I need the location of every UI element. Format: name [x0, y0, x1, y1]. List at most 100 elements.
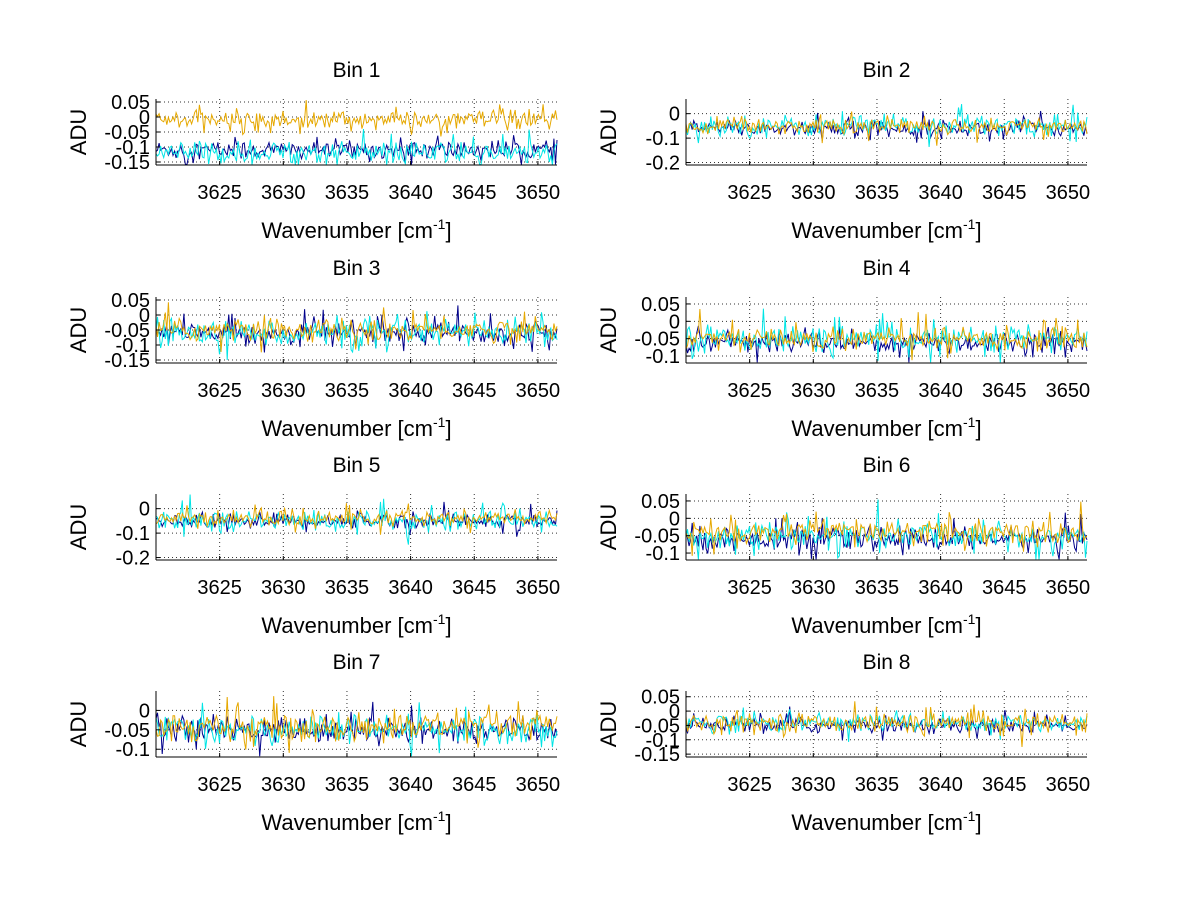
x-axis-label: Wavenumber [cm-1] — [791, 611, 981, 638]
series-line-3 — [685, 501, 1088, 556]
x-axis-label-sup: -1 — [963, 611, 976, 627]
x-tick-label: 3645 — [452, 182, 497, 204]
subplot-bin-2: 3625 3630 3635 3640 3645 3650 0-0.1 -0.2 Bin 2 Wa… — [596, 59, 1090, 243]
x-tick-label: 3630 — [261, 577, 306, 599]
x-tick-label: 3640 — [918, 577, 963, 599]
subplot-bin-7: 3625 3630 3635 3640 3645 3650 0-0.05-0.1 Bin 7 W… — [66, 651, 560, 835]
x-tick-label: 3650 — [1046, 577, 1091, 599]
subplot-bin-1: 3625 3630 3635 3640 3645 3650 0.050-0.05-0.1-0… — [66, 59, 560, 243]
x-tick-label: 3635 — [855, 774, 900, 796]
x-axis-label-close: ] — [445, 218, 451, 243]
x-axis-label-sup: -1 — [963, 808, 976, 824]
series-line-2 — [155, 702, 558, 757]
x-tick-label: 3640 — [388, 380, 433, 402]
y-tick-label: 0.05 — [641, 491, 680, 513]
x-axis-label: Wavenumber [cm-1] — [261, 611, 451, 638]
subplot-bin-8: 3625 3630 3635 3640 3645 3650 0.050-0.05-0.1-0… — [596, 651, 1090, 835]
x-tick-label: 3635 — [855, 577, 900, 599]
x-axis-label-close: ] — [445, 810, 451, 835]
x-axis-label: Wavenumber [cm-1] — [791, 414, 981, 441]
y-tick-label: -0.1 — [646, 730, 680, 752]
x-axis-label-main: Wavenumber [cm — [261, 810, 433, 835]
y-axis-label: ADU — [596, 701, 621, 747]
subplot-bin-6: 3625 3630 3635 3640 3645 3650 0.050-0.05-0.1 Bi… — [596, 454, 1090, 638]
y-tick-label: -0.1 — [646, 543, 680, 565]
subplot-title: Bin 1 — [333, 59, 381, 82]
y-tick-label: 0 — [669, 311, 680, 333]
x-tick-label: 3635 — [855, 182, 900, 204]
y-tick-label: 0.05 — [111, 290, 150, 312]
x-axis-label-close: ] — [975, 218, 981, 243]
x-tick-label: 3625 — [197, 577, 242, 599]
y-tick-label: -0.2 — [116, 548, 150, 570]
y-axis-label: ADU — [596, 307, 621, 353]
x-tick-label: 3650 — [516, 774, 561, 796]
x-tick-label: 3640 — [388, 182, 433, 204]
subplot-title: Bin 8 — [863, 651, 911, 674]
series-line-2 — [685, 308, 1088, 363]
x-tick-label: 3650 — [516, 182, 561, 204]
y-axis-label: ADU — [596, 504, 621, 550]
x-tick-label: 3635 — [855, 380, 900, 402]
x-tick-label: 3625 — [727, 182, 772, 204]
y-tick-label: -0.1 — [646, 128, 680, 150]
subplot-bin-3: 3625 3630 3635 3640 3645 3650 0.050-0.05-0.1-0… — [66, 257, 560, 441]
y-tick-label: -0.05 — [634, 715, 680, 737]
subplot-bin-4: 3625 3630 3635 3640 3645 3650 0.050-0.05-0.1 Bi… — [596, 257, 1090, 441]
x-tick-label: 3630 — [791, 380, 836, 402]
x-axis-label-sup: -1 — [433, 216, 446, 232]
x-axis-label: Wavenumber [cm-1] — [791, 216, 981, 243]
x-tick-label: 3635 — [325, 182, 370, 204]
x-tick-label: 3630 — [261, 380, 306, 402]
x-tick-label: 3630 — [791, 577, 836, 599]
y-tick-label: -0.1 — [116, 335, 150, 357]
x-tick-label: 3640 — [918, 774, 963, 796]
x-tick-label: 3630 — [791, 182, 836, 204]
x-axis-label-sup: -1 — [963, 414, 976, 430]
y-tick-label: 0 — [139, 107, 150, 129]
y-tick-label: 0 — [669, 104, 680, 126]
x-axis-label-main: Wavenumber [cm — [791, 218, 963, 243]
x-tick-label: 3650 — [1046, 380, 1091, 402]
x-tick-label: 3630 — [261, 774, 306, 796]
y-tick-label: 0.05 — [641, 687, 680, 709]
y-tick-label: -0.15 — [104, 152, 150, 174]
x-axis-label-close: ] — [445, 416, 451, 441]
y-tick-label: -0.05 — [634, 329, 680, 351]
series-line-3 — [685, 308, 1088, 361]
series-line-3 — [155, 100, 558, 137]
x-axis-label-close: ] — [975, 810, 981, 835]
series-line-2 — [685, 499, 1088, 560]
x-axis-label-close: ] — [975, 416, 981, 441]
x-axis-label-main: Wavenumber [cm — [791, 613, 963, 638]
series-line-3 — [155, 302, 558, 353]
series-line-3 — [155, 696, 558, 753]
x-axis-label-main: Wavenumber [cm — [261, 416, 433, 441]
series-line-3 — [685, 701, 1088, 748]
y-axis-label: ADU — [596, 109, 621, 155]
y-tick-label: -0.1 — [116, 523, 150, 545]
y-axis-label: ADU — [66, 504, 91, 550]
y-tick-label: -0.05 — [104, 720, 150, 742]
x-tick-label: 3625 — [197, 774, 242, 796]
y-tick-label: -0.05 — [634, 526, 680, 548]
y-tick-label: -0.15 — [104, 350, 150, 372]
x-tick-label: 3635 — [325, 774, 370, 796]
x-axis-label: Wavenumber [cm-1] — [261, 216, 451, 243]
x-tick-label: 3625 — [197, 380, 242, 402]
y-tick-label: 0.05 — [641, 294, 680, 316]
x-tick-label: 3640 — [918, 182, 963, 204]
y-tick-label: 0 — [139, 700, 150, 722]
subplot-title: Bin 4 — [863, 257, 911, 280]
x-tick-label: 3650 — [516, 577, 561, 599]
x-axis-label-sup: -1 — [433, 808, 446, 824]
x-tick-label: 3640 — [388, 774, 433, 796]
x-axis-label-main: Wavenumber [cm — [261, 613, 433, 638]
x-tick-label: 3645 — [982, 380, 1027, 402]
x-tick-label: 3630 — [261, 182, 306, 204]
x-axis-label-sup: -1 — [433, 414, 446, 430]
subplot-title: Bin 7 — [333, 651, 381, 674]
x-tick-label: 3630 — [791, 774, 836, 796]
x-tick-label: 3650 — [1046, 182, 1091, 204]
